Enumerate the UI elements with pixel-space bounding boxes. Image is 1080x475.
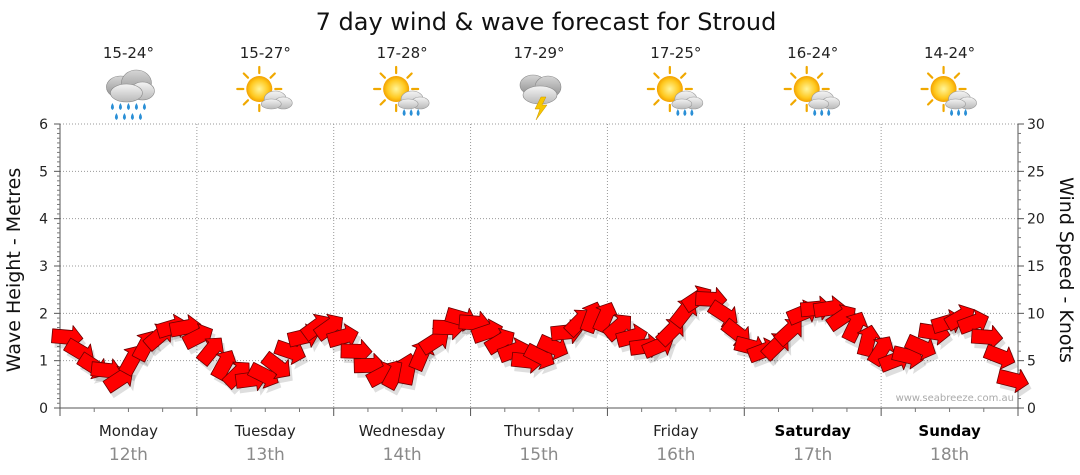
wind-arrow bbox=[982, 343, 1016, 370]
wind-arrow bbox=[195, 337, 225, 367]
temp-range-label: 15-27° bbox=[240, 44, 291, 62]
left-tick-label: 3 bbox=[39, 259, 48, 275]
left-tick-label: 0 bbox=[39, 401, 48, 417]
y-axis-title-left: Wave Height - Metres bbox=[3, 168, 25, 372]
right-tick-label: 25 bbox=[1027, 164, 1045, 180]
day-name-label: Wednesday bbox=[359, 422, 446, 440]
wind-arrow bbox=[956, 309, 989, 335]
temp-range-label: 14-24° bbox=[924, 44, 975, 62]
y-axis-title-right: Wind Speed - Knots bbox=[1055, 177, 1077, 363]
day-name-label: Tuesday bbox=[234, 422, 296, 440]
sun-showers-icon bbox=[374, 67, 429, 116]
wind-arrow bbox=[340, 338, 373, 364]
day-name-label: Monday bbox=[99, 422, 158, 440]
day-name-label: Saturday bbox=[775, 422, 852, 440]
wind-arrow bbox=[996, 368, 1029, 394]
right-tick-label: 5 bbox=[1027, 354, 1036, 370]
left-tick-label: 6 bbox=[39, 117, 48, 133]
chart-title: 7 day wind & wave forecast for Stroud bbox=[316, 8, 777, 36]
day-date-label: 13th bbox=[246, 445, 285, 465]
wind-arrow bbox=[773, 318, 802, 348]
right-tick-label: 15 bbox=[1027, 259, 1045, 275]
sun-showers-icon bbox=[648, 67, 703, 116]
wind-arrows bbox=[51, 285, 1029, 394]
wind-arrow bbox=[483, 327, 515, 356]
sun-cloud-icon bbox=[237, 67, 292, 111]
day-date-label: 18th bbox=[930, 445, 969, 465]
left-tick-label: 4 bbox=[39, 212, 48, 228]
wind-arrow bbox=[841, 311, 869, 344]
temp-range-label: 17-28° bbox=[377, 44, 428, 62]
wind-arrow bbox=[903, 333, 936, 361]
wind-arrow bbox=[181, 323, 213, 350]
wind-arrow bbox=[312, 313, 344, 342]
day-name-label: Sunday bbox=[918, 422, 981, 440]
temp-range-label: 17-25° bbox=[650, 44, 701, 62]
right-tick-label: 20 bbox=[1027, 212, 1045, 228]
day-date-label: 12th bbox=[109, 445, 148, 465]
wind-arrow bbox=[655, 319, 684, 348]
right-tick-label: 0 bbox=[1027, 401, 1036, 417]
rain-cloud-icon bbox=[106, 70, 154, 120]
day-date-label: 17th bbox=[793, 445, 832, 465]
sun-showers-icon bbox=[785, 67, 840, 116]
day-name-label: Thursday bbox=[503, 422, 574, 440]
wind-arrow bbox=[970, 325, 1004, 350]
day-date-label: 16th bbox=[656, 445, 695, 465]
left-tick-label: 1 bbox=[39, 354, 48, 370]
temp-range-label: 17-29° bbox=[513, 44, 564, 62]
wind-arrow bbox=[602, 314, 632, 343]
day-date-label: 14th bbox=[383, 445, 422, 465]
watermark: www.seabreeze.com.au bbox=[896, 393, 1014, 404]
temp-range-label: 16-24° bbox=[787, 44, 838, 62]
wind-arrow bbox=[536, 333, 569, 361]
right-tick-label: 10 bbox=[1027, 306, 1045, 322]
wind-arrow bbox=[326, 323, 359, 349]
temp-range-label: 15-24° bbox=[103, 44, 154, 62]
day-date-label: 15th bbox=[519, 445, 558, 465]
left-tick-label: 5 bbox=[39, 164, 48, 180]
right-tick-label: 30 bbox=[1027, 117, 1045, 133]
day-name-label: Friday bbox=[653, 422, 699, 440]
left-tick-label: 2 bbox=[39, 306, 48, 322]
wind-arrow bbox=[260, 350, 291, 379]
thunderstorm-icon bbox=[519, 74, 562, 121]
sun-showers-icon bbox=[922, 67, 977, 116]
